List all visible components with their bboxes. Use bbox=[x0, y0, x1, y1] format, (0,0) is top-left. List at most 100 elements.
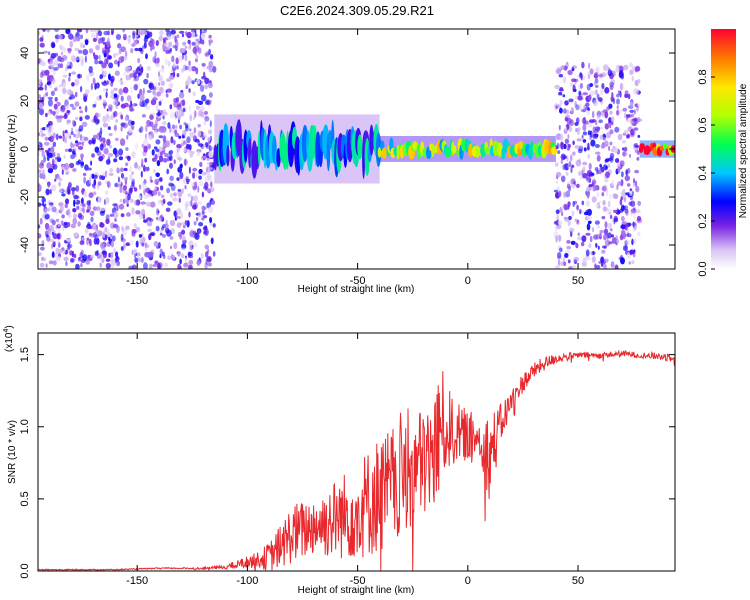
heatmap-cell bbox=[135, 29, 141, 36]
heatmap-cell bbox=[88, 48, 94, 54]
heatmap-cell bbox=[58, 181, 62, 187]
heatmap-cell bbox=[61, 193, 66, 197]
heatmap-cell bbox=[205, 251, 209, 258]
heatmap-cell bbox=[637, 200, 642, 206]
heatmap-cell bbox=[52, 69, 56, 76]
snr-y-scale-label: (x104) bbox=[3, 325, 15, 352]
heatmap-cell bbox=[630, 208, 637, 214]
heatmap-cell bbox=[133, 78, 137, 82]
heatmap-cell bbox=[108, 106, 113, 112]
heatmap-cell bbox=[628, 261, 631, 265]
heatmap-cell bbox=[173, 100, 179, 108]
heatmap-cell bbox=[47, 111, 51, 116]
heatmap-cell bbox=[607, 232, 612, 239]
heatmap-cell bbox=[179, 258, 182, 265]
heatmap-cell bbox=[122, 185, 128, 191]
heatmap-cell bbox=[195, 55, 199, 60]
heatmap-cell bbox=[96, 206, 101, 211]
heatmap-cell bbox=[108, 73, 111, 81]
heatmap-cell bbox=[92, 205, 98, 212]
heatmap-region bbox=[213, 114, 382, 184]
heatmap-cell bbox=[159, 185, 164, 191]
heatmap-cell bbox=[169, 175, 174, 181]
heatmap-cell bbox=[635, 144, 640, 149]
heatmap-cell bbox=[80, 59, 85, 67]
heatmap-cell bbox=[75, 160, 80, 166]
heatmap-cell bbox=[620, 196, 623, 201]
heatmap-cell bbox=[564, 253, 569, 258]
colorbar-gradient bbox=[711, 29, 736, 269]
heatmap-cell bbox=[121, 172, 124, 179]
heatmap-cell bbox=[90, 83, 93, 91]
heatmap-cell bbox=[564, 117, 569, 122]
heatmap-cell bbox=[591, 172, 595, 176]
heatmap-cell bbox=[71, 55, 77, 62]
heatmap-cell bbox=[70, 131, 74, 136]
heatmap-cell bbox=[107, 181, 110, 188]
heatmap-cell bbox=[102, 115, 107, 123]
heatmap-cell bbox=[600, 144, 604, 149]
heatmap-cell bbox=[176, 177, 180, 181]
heatmap-cell bbox=[210, 200, 216, 206]
heatmap-cell bbox=[51, 251, 55, 258]
heatmap-cell bbox=[613, 209, 618, 213]
heatmap-cell bbox=[137, 82, 140, 87]
heatmap-cell bbox=[566, 245, 571, 250]
heatmap-cell bbox=[555, 68, 562, 75]
heatmap-cell bbox=[611, 217, 614, 223]
heatmap-cell bbox=[198, 211, 201, 218]
heatmap-cell bbox=[587, 153, 590, 159]
heatmap-cell bbox=[176, 73, 180, 78]
heatmap-cell bbox=[90, 160, 93, 166]
heatmap-region bbox=[553, 61, 643, 269]
heatmap-cell bbox=[622, 147, 625, 151]
heatmap-cell bbox=[178, 232, 182, 238]
heatmap-cell bbox=[576, 129, 580, 135]
heatmap-cell bbox=[176, 34, 180, 39]
heatmap-cell bbox=[102, 41, 107, 45]
heatmap-cell bbox=[585, 249, 590, 257]
snr-x-axis-label: Height of straight line (km) bbox=[298, 585, 415, 596]
heatmap-cell bbox=[181, 229, 186, 235]
heatmap-cell bbox=[157, 262, 161, 269]
heatmap-cell bbox=[134, 75, 140, 82]
heatmap-cell bbox=[570, 178, 576, 186]
heatmap-cell bbox=[186, 136, 191, 144]
heatmap-cell bbox=[113, 225, 119, 229]
heatmap-cell bbox=[155, 148, 160, 152]
heatmap-cell bbox=[565, 190, 571, 198]
heatmap-cell bbox=[180, 253, 185, 259]
heatmap-cell bbox=[579, 103, 582, 112]
heatmap-cell bbox=[109, 213, 115, 217]
heatmap-cell bbox=[212, 251, 216, 257]
heatmap-cell bbox=[585, 232, 591, 236]
heatmap-cell bbox=[48, 152, 53, 159]
heatmap-cell bbox=[555, 145, 558, 150]
heatmap-cell bbox=[198, 222, 204, 227]
heatmap-cell bbox=[183, 262, 189, 268]
heatmap-cell bbox=[204, 84, 208, 90]
heatmap-cell bbox=[609, 214, 613, 219]
heatmap-cell bbox=[192, 91, 196, 97]
heatmap-cell bbox=[121, 226, 124, 230]
heatmap-cell bbox=[56, 85, 62, 88]
heatmap-cell bbox=[592, 251, 595, 255]
heatmap-cell bbox=[166, 229, 172, 237]
heatmap-cell bbox=[74, 78, 80, 86]
heatmap-cell bbox=[179, 124, 183, 130]
heatmap-cell bbox=[104, 190, 109, 196]
heatmap-cell bbox=[131, 171, 134, 176]
heatmap-cell bbox=[563, 108, 567, 114]
heatmap-cell bbox=[51, 206, 57, 213]
heatmap-cell bbox=[67, 32, 73, 40]
heatmap-cell bbox=[78, 128, 82, 132]
heatmap-cell bbox=[138, 195, 142, 200]
heatmap-cell bbox=[52, 151, 56, 157]
heatmap-cell bbox=[120, 95, 124, 102]
heatmap-cell bbox=[46, 162, 52, 170]
heatmap-cell bbox=[120, 246, 124, 251]
heatmap-cell bbox=[139, 184, 142, 190]
heatmap-cell bbox=[197, 130, 202, 138]
heatmap-cell bbox=[629, 190, 633, 197]
heatmap-cell bbox=[51, 219, 56, 226]
